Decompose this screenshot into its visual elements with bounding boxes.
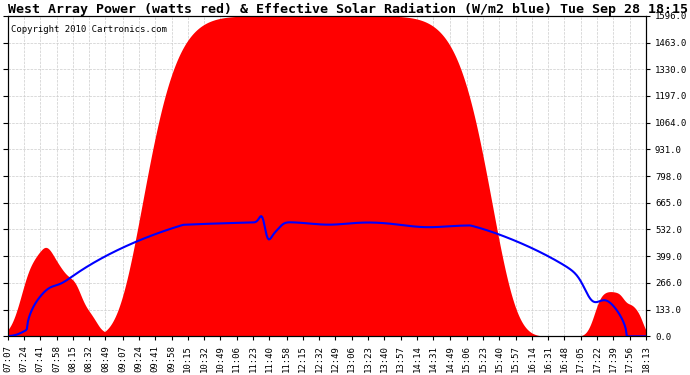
Text: West Array Power (watts red) & Effective Solar Radiation (W/m2 blue) Tue Sep 28 : West Array Power (watts red) & Effective… xyxy=(8,3,688,16)
Text: Copyright 2010 Cartronics.com: Copyright 2010 Cartronics.com xyxy=(11,26,167,34)
